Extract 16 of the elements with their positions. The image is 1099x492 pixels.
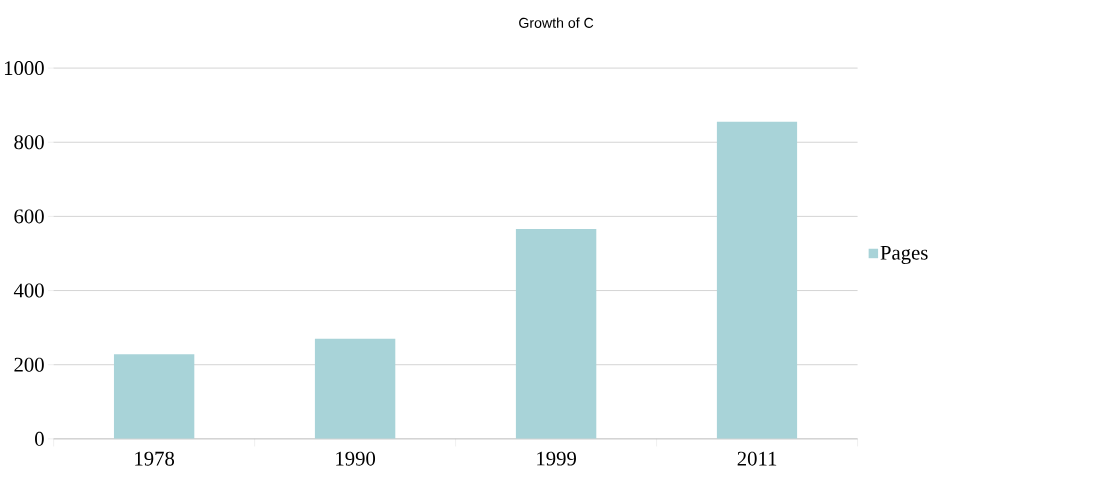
x-tick-label: 1978 (135, 451, 175, 466)
legend-label: Pages (880, 246, 928, 265)
bar (716, 121, 798, 439)
bar (113, 354, 195, 439)
y-tick-label: 600 (14, 209, 44, 224)
bar (515, 229, 597, 439)
y-tick-label: 400 (13, 283, 44, 298)
y-tick-label: 1000 (4, 61, 44, 76)
y-tick-label: 200 (14, 357, 44, 372)
x-tick-label: 1999 (537, 451, 576, 466)
x-tick-label: 1990 (336, 451, 376, 466)
chart-title: Growth of C (519, 17, 594, 28)
y-tick-label: 0 (35, 431, 44, 446)
x-tick-label: 2011 (737, 451, 777, 466)
bar (314, 338, 396, 439)
y-tick-label: 800 (14, 135, 44, 150)
